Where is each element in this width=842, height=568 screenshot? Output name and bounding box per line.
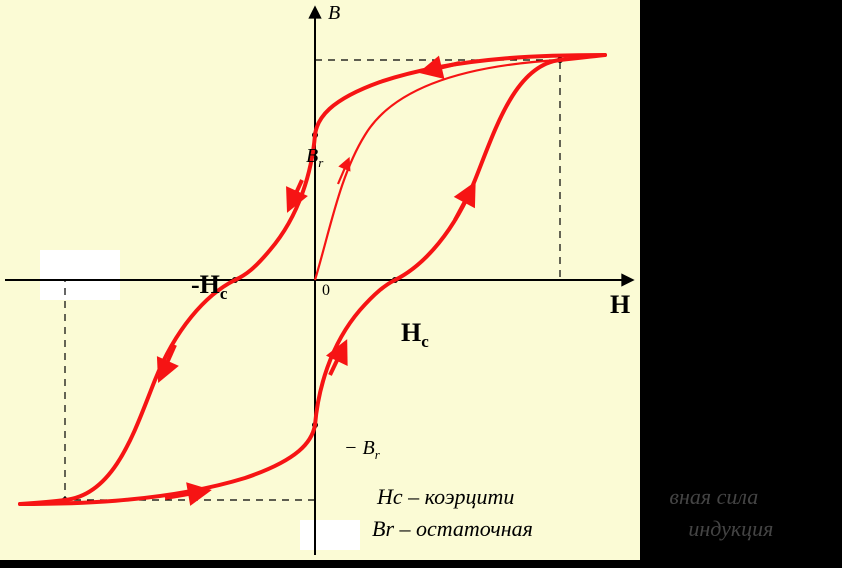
y-axis-label: B	[328, 2, 340, 25]
right-black-panel: Hc – коэрцитивная сила Br – остаточная и…	[640, 0, 842, 560]
Hc-label: Hc	[375, 288, 429, 382]
x-axis-label: H	[610, 290, 630, 320]
neg-Hc-label: -Hc	[165, 240, 227, 334]
origin-label: 0	[322, 282, 330, 300]
legend-line-2-overflow: Br – остаточная индукция	[500, 490, 773, 568]
Br-label: Br	[286, 122, 323, 194]
